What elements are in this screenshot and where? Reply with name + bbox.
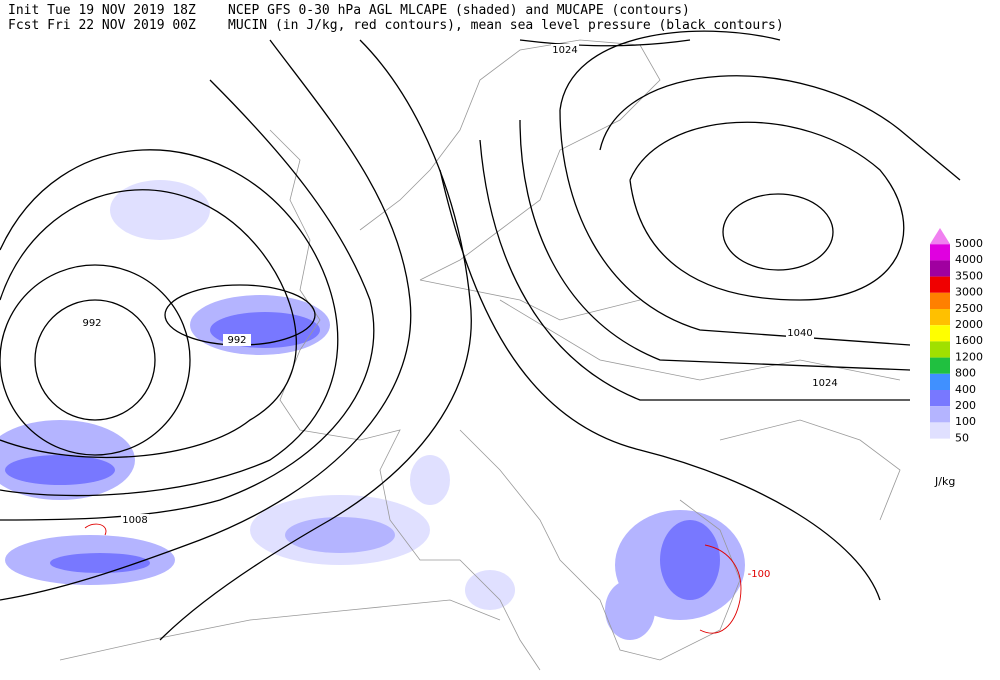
legend-swatch [930, 325, 950, 342]
legend-label: 200 [955, 399, 976, 412]
legend-label: 50 [955, 431, 969, 444]
legend-swatch [930, 390, 950, 407]
contour-label: 992 [227, 335, 246, 346]
legend-label: 400 [955, 383, 976, 396]
legend-swatch [930, 309, 950, 326]
forecast-time: Fcst Fri 22 NOV 2019 00Z [8, 18, 196, 33]
description: NCEP GFS 0-30 hPa AGL MLCAPE (shaded) an… [228, 3, 690, 18]
legend-label: 100 [955, 415, 976, 428]
legend-label: 1600 [955, 334, 983, 347]
legend-unit: J/kg [934, 475, 955, 488]
contour-label-bg [745, 568, 773, 580]
legend-label: 1200 [955, 350, 983, 363]
contour-label-bg [811, 377, 839, 389]
legend-swatch [930, 260, 950, 277]
init-time: Init Tue 19 NOV 2019 18Z [8, 3, 196, 18]
legend-label: 3500 [955, 269, 983, 282]
contour-label: 1040 [787, 328, 812, 339]
legend-swatch [930, 422, 950, 439]
legend-label: 2500 [955, 302, 983, 315]
contour-label-bg [121, 514, 149, 526]
legend-swatch [930, 357, 950, 374]
legend-label: 4000 [955, 253, 983, 266]
contour-label: 1024 [812, 378, 837, 389]
contour-label-bg [786, 327, 814, 339]
legend-label: 3000 [955, 286, 983, 299]
legend-swatch [930, 341, 950, 358]
legend-swatch [930, 244, 950, 261]
contour-label-bg [551, 44, 579, 56]
legend-arrow [930, 228, 950, 244]
contour-label-bg [78, 317, 106, 329]
contour-label-bg [223, 334, 251, 346]
legend-label: 5000 [955, 237, 983, 250]
legend-swatch [930, 292, 950, 309]
contour-label: 992 [82, 318, 101, 329]
contour-label: 1008 [122, 515, 147, 526]
cape-shading [0, 180, 745, 640]
legend-label: 800 [955, 367, 976, 380]
legend-swatch [930, 276, 950, 293]
legend-swatch [930, 373, 950, 390]
description: MUCIN (in J/kg, red contours), mean sea … [228, 18, 784, 33]
contour-label: 1024 [552, 45, 577, 56]
contour-label: -100 [748, 569, 771, 580]
mucin-contours [84, 523, 742, 634]
legend-label: 2000 [955, 318, 983, 331]
legend-swatch [930, 406, 950, 423]
isobars [0, 30, 961, 641]
